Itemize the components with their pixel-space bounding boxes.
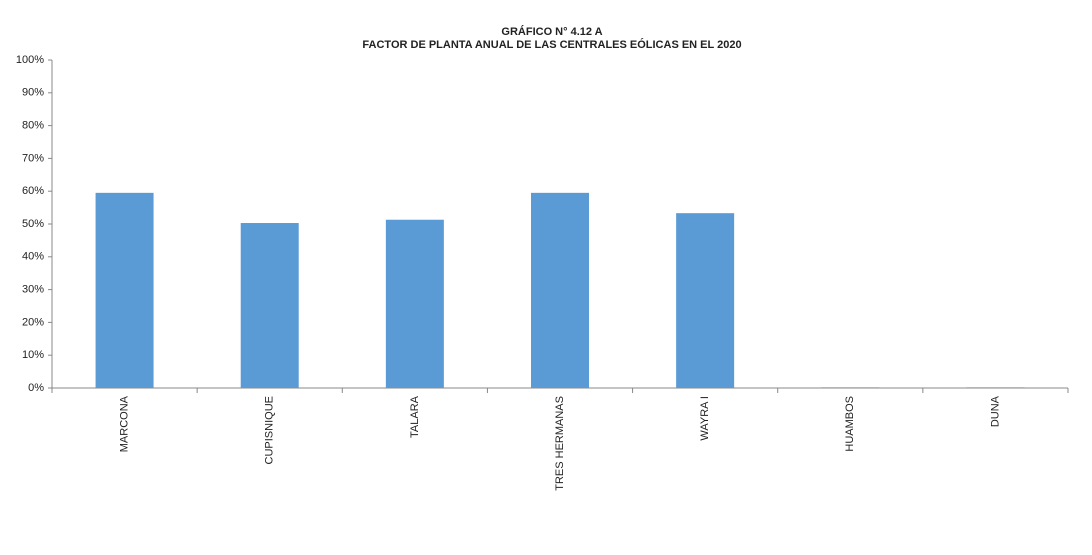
bar — [95, 192, 154, 388]
x-tick-label: TRES HERMANAS — [554, 396, 566, 491]
bar — [821, 387, 880, 388]
y-tick-label: 0% — [28, 382, 44, 394]
bar — [676, 213, 735, 388]
x-tick-label: HUAMBOS — [844, 396, 856, 452]
x-tick-label: TALARA — [409, 395, 421, 438]
bar — [531, 192, 589, 388]
y-tick-label: 60% — [22, 185, 44, 197]
y-tick-label: 50% — [22, 218, 44, 230]
bar — [240, 223, 299, 388]
x-tick-label: WAYRA I — [699, 396, 711, 441]
chart-subtitle: FACTOR DE PLANTA ANUAL DE LAS CENTRALES … — [362, 38, 741, 51]
y-tick-label: 10% — [22, 349, 44, 361]
bar — [966, 387, 1025, 388]
y-tick-label: 90% — [22, 87, 44, 99]
y-tick-label: 100% — [16, 54, 44, 66]
x-tick-label: DUNA — [989, 395, 1001, 427]
x-tick-label: MARCONA — [118, 395, 130, 452]
y-tick-label: 20% — [22, 316, 44, 328]
x-tick-label: CUPISNIQUE — [264, 396, 276, 464]
chart-title: GRÁFICO N° 4.12 A — [501, 25, 602, 38]
y-tick-label: 80% — [22, 120, 44, 132]
y-tick-label: 30% — [22, 284, 44, 296]
y-tick-label: 40% — [22, 251, 44, 263]
y-tick-label: 70% — [22, 152, 44, 164]
bar — [385, 219, 444, 388]
